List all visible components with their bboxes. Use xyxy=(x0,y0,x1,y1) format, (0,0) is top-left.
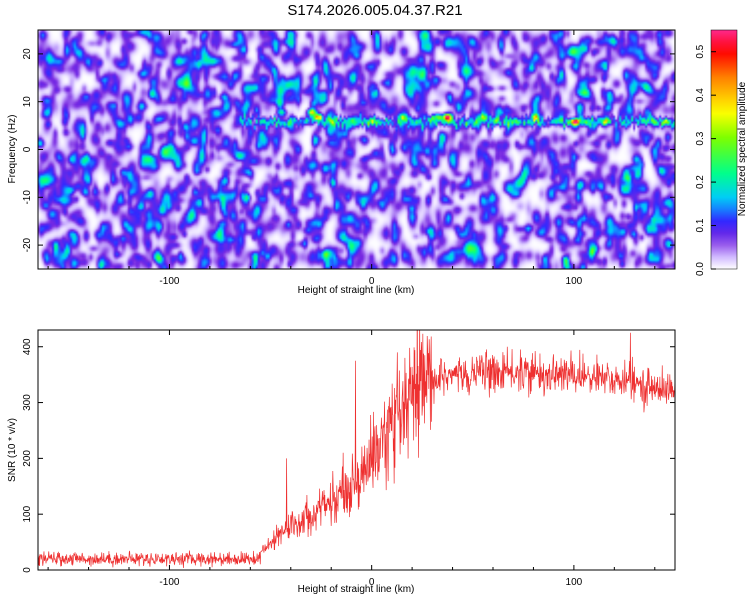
snr-y-tick-label: 400 xyxy=(22,338,33,355)
colorbar-tick-label: 0.3 xyxy=(695,131,706,145)
spectrogram-x-tick-label: 100 xyxy=(566,276,583,287)
colorbar-tick-label: 0.4 xyxy=(695,88,706,102)
spectrogram-x-tick-label: 0 xyxy=(369,276,375,287)
colorbar-scale xyxy=(710,29,738,270)
snr-series-line xyxy=(38,330,675,568)
colorbar: 0.0 0.1 0.2 0.3 0.4 0.5 Normalized spectral a… xyxy=(695,29,748,276)
snr-x-tick-label: 0 xyxy=(369,577,375,588)
colorbar-ticks: 0.0 0.1 0.2 0.3 0.4 0.5 xyxy=(695,44,716,276)
spectrogram-y-ticks: -20 -10 0 10 20 xyxy=(22,48,675,252)
snr-plot: -100 0 100 0 100 200 300 400 Height of straigh… xyxy=(7,329,676,595)
spectrogram-y-tick-label: 20 xyxy=(22,48,33,60)
snr-frame xyxy=(37,329,676,571)
spectrogram-y-tick-label: 10 xyxy=(22,96,33,108)
snr-y-tick-label: 0 xyxy=(22,567,33,573)
spectrogram-y-axis-label: Frequency (Hz) xyxy=(7,115,18,184)
colorbar-tick-label: 0.1 xyxy=(695,218,706,232)
colorbar-tick-label: 0.0 xyxy=(695,262,706,276)
snr-x-axis-label: Height of straight line (km) xyxy=(298,584,415,595)
snr-y-tick-label: 100 xyxy=(22,505,33,522)
snr-x-ticks: -100 0 100 xyxy=(47,330,656,588)
spectrogram-y-tick-label: 0 xyxy=(22,146,33,152)
colorbar-tick-label: 0.5 xyxy=(695,44,706,58)
snr-x-tick-label: -100 xyxy=(159,577,179,588)
snr-y-tick-label: 300 xyxy=(22,394,33,411)
spectrogram-x-axis-label: Height of straight line (km) xyxy=(298,285,415,296)
colorbar-tick-label: 0.2 xyxy=(695,175,706,189)
snr-y-axis-label: SNR (10 * v/v) xyxy=(7,418,18,482)
spectrogram-x-ticks: -100 0 100 xyxy=(47,30,656,287)
spectrogram-image xyxy=(38,30,675,269)
snr-x-tick-label: 100 xyxy=(566,577,583,588)
colorbar-label: Normalized spectral amplitude xyxy=(737,81,748,216)
spectrogram-x-tick-label: -100 xyxy=(159,276,179,287)
snr-y-ticks: 0 100 200 300 400 xyxy=(22,338,675,573)
main-title: S174.2026.005.04.37.R21 xyxy=(287,2,463,19)
snr-y-tick-label: 200 xyxy=(22,450,33,467)
spectrogram-y-tick-label: -10 xyxy=(22,190,33,205)
spectrogram-y-tick-label: -20 xyxy=(22,237,33,252)
